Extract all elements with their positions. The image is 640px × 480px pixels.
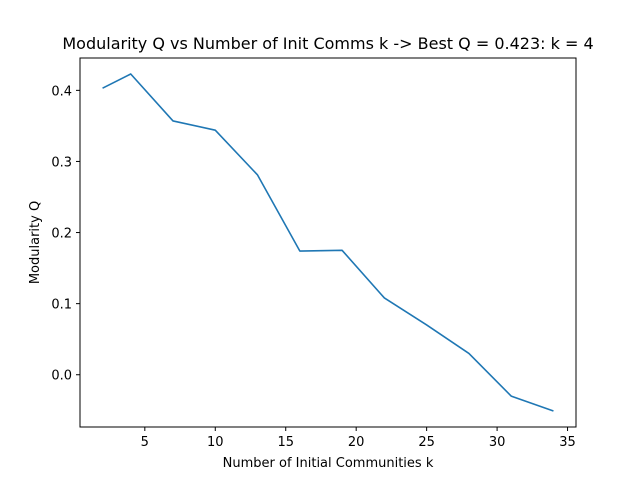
x-axis-label: Number of Initial Communities k [223,456,434,471]
x-tick-label: 10 [207,435,224,450]
x-tick-label: 15 [277,435,294,450]
y-tick-label: 0.4 [51,84,72,99]
y-tick-label: 0.1 [51,298,72,313]
axes-frame [79,57,577,428]
y-axis-ticks: 0.0 0.1 0.2 0.3 0.4 [51,84,80,384]
chart-title: Modularity Q vs Number of Init Comms k -… [62,34,593,53]
data-points [101,73,554,412]
series-line [102,73,554,412]
plot-area: 5 10 15 20 25 30 35 0.0 0.1 0.2 0.3 0.4 [51,57,577,450]
x-tick-label: 5 [141,435,149,450]
y-tick-label: 0.3 [51,155,72,170]
y-tick-label: 0.2 [51,227,72,242]
y-tick-label: 0.0 [51,369,72,384]
y-axis-label: Modularity Q [28,201,43,284]
x-tick-label: 35 [559,435,576,450]
x-tick-label: 25 [418,435,435,450]
x-tick-label: 20 [348,435,365,450]
x-axis-ticks: 5 10 15 20 25 30 35 [141,427,576,450]
x-tick-label: 30 [489,435,506,450]
